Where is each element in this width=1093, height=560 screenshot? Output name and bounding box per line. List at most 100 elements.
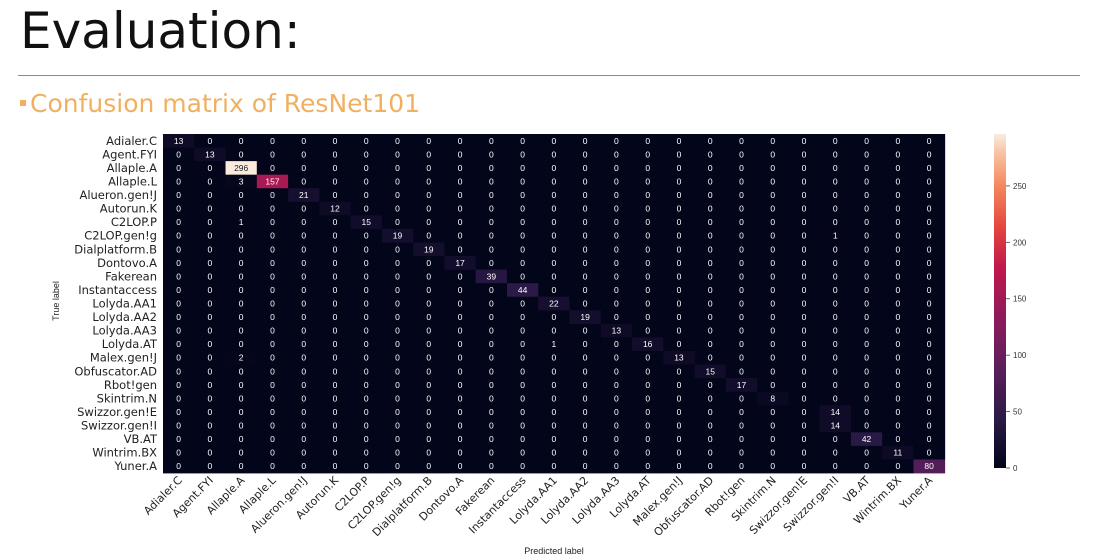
- column-tick-label: Yuner.A: [897, 474, 936, 513]
- heatmap-cell: [538, 350, 570, 365]
- cell-value-label: 0: [770, 231, 775, 241]
- heatmap-cell: [569, 350, 602, 365]
- heatmap-cell: [913, 174, 946, 189]
- cell-value-label: 0: [239, 285, 244, 295]
- heatmap-cell: [819, 432, 852, 447]
- heatmap-cell: [788, 310, 821, 325]
- heatmap-cell: [725, 337, 758, 352]
- heatmap-cell: [569, 378, 602, 393]
- cell-value-label: 0: [677, 176, 682, 186]
- cell-value-label: 0: [895, 149, 900, 159]
- heatmap-cell: [757, 147, 789, 162]
- heatmap-cell: [569, 147, 602, 162]
- cell-value-label: 0: [426, 448, 431, 458]
- heatmap-cell: [381, 337, 414, 352]
- heatmap-cell: [788, 405, 821, 420]
- heatmap-cell: [350, 459, 383, 474]
- cell-value-label: 0: [583, 258, 588, 268]
- heatmap-cell: [725, 215, 758, 230]
- heatmap-cell: [475, 378, 508, 393]
- cell-value-label: 0: [458, 421, 463, 431]
- heatmap-cell: [413, 147, 445, 162]
- cell-value-label: 0: [552, 461, 557, 471]
- cell-value-label: 0: [364, 421, 369, 431]
- heatmap-cell: [163, 323, 195, 338]
- heatmap-cell: [600, 269, 633, 284]
- heatmap-cell: [569, 256, 602, 270]
- heatmap-cell: [163, 391, 195, 406]
- heatmap-cell: [663, 215, 695, 230]
- cell-value-label: 0: [301, 271, 306, 281]
- heatmap-cell: [350, 350, 383, 365]
- heatmap-cell: [757, 350, 789, 365]
- cell-value-label: 0: [895, 393, 900, 403]
- cell-value-label: 0: [301, 244, 306, 254]
- heatmap-cell: [413, 188, 445, 203]
- cell-value-label: 0: [176, 339, 181, 349]
- cell-value-label: 0: [333, 136, 338, 146]
- cell-value-label: 0: [645, 353, 650, 363]
- heatmap-cell: [725, 445, 758, 460]
- heatmap-cell: [632, 405, 664, 420]
- row-tick-label: Alueron.gen!J: [79, 188, 157, 202]
- heatmap-cell: [256, 391, 289, 406]
- cell-value-label: 0: [520, 149, 525, 159]
- cell-value-label: 17: [737, 380, 747, 390]
- heatmap-cell: [663, 364, 695, 379]
- heatmap-cell: [850, 134, 883, 148]
- heatmap-cell: [475, 283, 508, 298]
- heatmap-cell: [600, 459, 633, 474]
- cell-value-label: 0: [552, 353, 557, 363]
- heatmap-cell: [256, 228, 289, 243]
- cell-value-label: 0: [833, 380, 838, 390]
- heatmap-cell: [600, 161, 633, 176]
- heatmap-cell: [882, 378, 914, 393]
- heatmap-cell: [632, 364, 664, 379]
- heatmap-cell: [381, 405, 414, 420]
- heatmap-cell: [663, 242, 695, 257]
- heatmap-cell: [350, 310, 383, 325]
- heatmap-cell: [350, 228, 383, 243]
- heatmap-cell: [725, 147, 758, 162]
- cell-value-label: 0: [770, 285, 775, 295]
- heatmap-cell: [475, 147, 508, 162]
- cell-value-label: 0: [364, 204, 369, 214]
- cell-value-label: 0: [645, 434, 650, 444]
- cell-value-label: 22: [549, 299, 559, 309]
- cell-value-label: 0: [802, 149, 807, 159]
- cell-value-label: 0: [802, 299, 807, 309]
- heatmap-cell: [663, 350, 695, 365]
- heatmap-cell: [757, 256, 789, 270]
- heatmap-cell: [663, 459, 695, 474]
- cell-value-label: 0: [176, 244, 181, 254]
- cell-value-label: 0: [708, 244, 713, 254]
- heatmap-cell: [632, 310, 664, 325]
- cell-value-label: 0: [583, 285, 588, 295]
- cell-value-label: 19: [424, 244, 434, 254]
- heatmap-cell: [475, 364, 508, 379]
- heatmap-cell: [319, 310, 352, 325]
- heatmap-cell: [288, 228, 320, 243]
- heatmap-cell: [506, 445, 539, 460]
- cell-value-label: 0: [520, 271, 525, 281]
- heatmap-cell: [632, 418, 664, 433]
- cell-value-label: 0: [176, 258, 181, 268]
- heatmap-cell: [569, 188, 602, 203]
- cell-value-label: 0: [426, 393, 431, 403]
- heatmap-cell: [506, 269, 539, 284]
- cell-value-label: 0: [677, 299, 682, 309]
- cell-value-label: 0: [489, 204, 494, 214]
- heatmap-cell: [194, 134, 226, 148]
- heatmap-cell: [163, 418, 195, 433]
- heatmap-cell: [288, 323, 320, 338]
- heatmap-cell: [788, 147, 821, 162]
- y-axis-label: True label: [51, 281, 61, 321]
- cell-value-label: 0: [614, 339, 619, 349]
- heatmap-cell: [882, 188, 914, 203]
- cell-value-label: 0: [708, 448, 713, 458]
- cell-value-label: 0: [458, 448, 463, 458]
- heatmap-cell: [600, 432, 633, 447]
- cell-value-label: 0: [927, 176, 932, 186]
- cell-value-label: 0: [489, 190, 494, 200]
